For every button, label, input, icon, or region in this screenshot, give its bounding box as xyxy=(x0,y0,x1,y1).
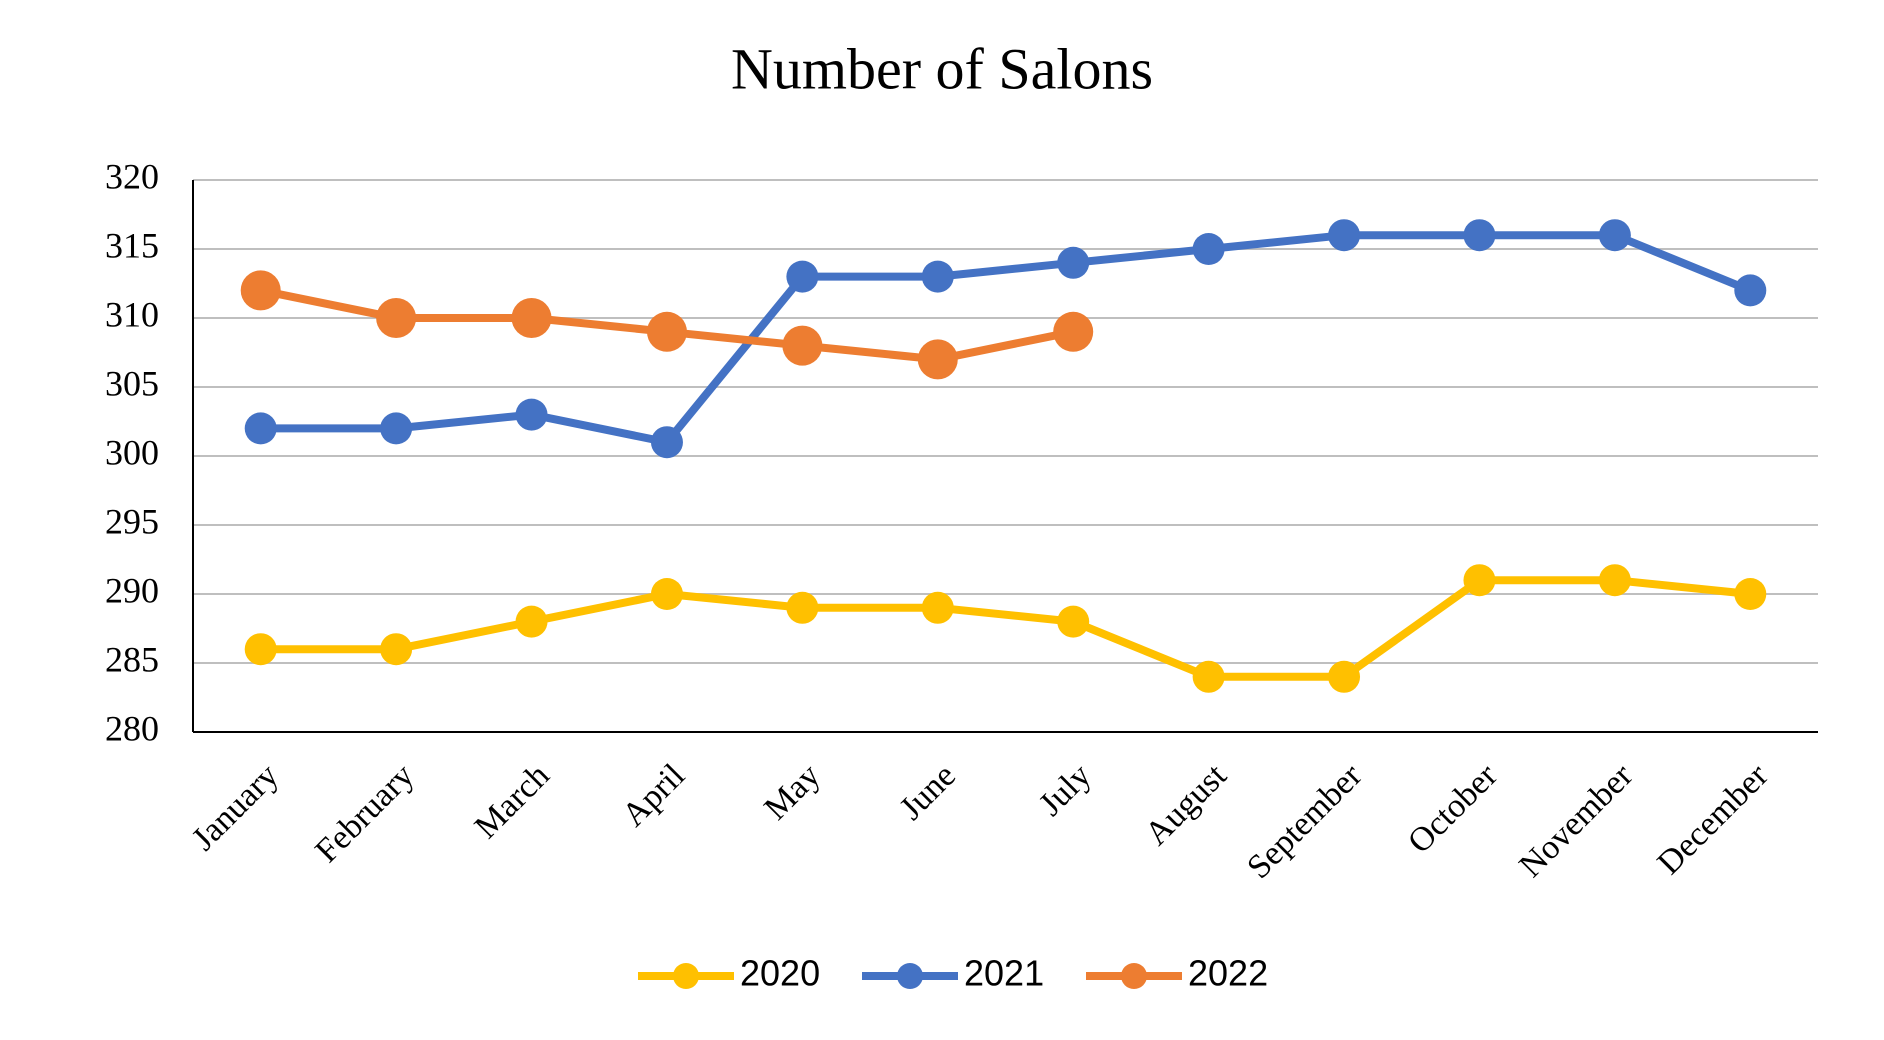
x-tick-label: March xyxy=(468,757,557,846)
x-tick-label: July xyxy=(1032,757,1098,823)
data-point xyxy=(515,605,548,638)
legend-label: 2021 xyxy=(964,953,1044,994)
data-point xyxy=(376,298,417,338)
y-tick-label: 320 xyxy=(105,156,159,196)
data-point xyxy=(1734,274,1767,307)
data-point xyxy=(782,325,823,366)
y-tick-label: 295 xyxy=(105,501,159,541)
data-point xyxy=(244,412,277,445)
data-point xyxy=(515,398,548,431)
data-point xyxy=(511,298,552,338)
y-tick-label: 285 xyxy=(105,639,159,679)
data-point xyxy=(1192,233,1225,265)
x-tick-label: April xyxy=(615,757,692,834)
y-tick-label: 305 xyxy=(105,363,159,403)
legend-label: 2022 xyxy=(1188,953,1268,994)
chart-title: Number of Salons xyxy=(731,36,1153,101)
data-point xyxy=(1057,605,1090,638)
data-point xyxy=(921,260,954,293)
x-tick-label: January xyxy=(185,757,286,858)
data-point xyxy=(380,633,413,666)
data-point xyxy=(786,260,819,293)
y-tick-label: 280 xyxy=(105,708,159,748)
data-point xyxy=(1053,311,1094,352)
data-point xyxy=(650,578,683,610)
x-tick-label: November xyxy=(1512,757,1640,885)
series-line xyxy=(260,231,1752,447)
data-point xyxy=(921,591,954,624)
legend-marker xyxy=(673,963,699,989)
data-point xyxy=(1598,564,1631,597)
y-tick-label: 315 xyxy=(105,225,159,265)
data-point xyxy=(1734,578,1767,610)
series-line xyxy=(260,576,1751,681)
y-tick-label: 290 xyxy=(105,570,159,610)
data-point xyxy=(240,270,281,311)
data-point xyxy=(917,339,958,380)
data-point xyxy=(244,633,277,666)
data-point xyxy=(1192,660,1225,693)
y-tick-label: 300 xyxy=(105,432,159,472)
x-tick-label: September xyxy=(1240,757,1369,886)
data-point xyxy=(1463,564,1496,597)
data-point xyxy=(380,412,413,445)
data-point xyxy=(646,311,687,352)
data-point xyxy=(1328,219,1361,252)
y-tick-label: 310 xyxy=(105,294,159,334)
data-point xyxy=(1463,219,1496,252)
data-point xyxy=(1328,660,1361,693)
x-tick-label: May xyxy=(757,757,827,827)
x-tick-label: August xyxy=(1138,757,1234,853)
data-point xyxy=(1057,246,1090,279)
legend-marker xyxy=(1121,963,1147,989)
legend-marker xyxy=(897,963,923,989)
x-tick-label: December xyxy=(1651,757,1776,882)
legend-label: 2020 xyxy=(740,953,820,994)
data-point xyxy=(1598,219,1631,252)
data-point xyxy=(786,591,819,624)
x-tick-label: June xyxy=(893,757,963,827)
data-point xyxy=(650,426,683,459)
x-tick-label: February xyxy=(308,757,421,870)
x-tick-label: October xyxy=(1401,757,1505,861)
